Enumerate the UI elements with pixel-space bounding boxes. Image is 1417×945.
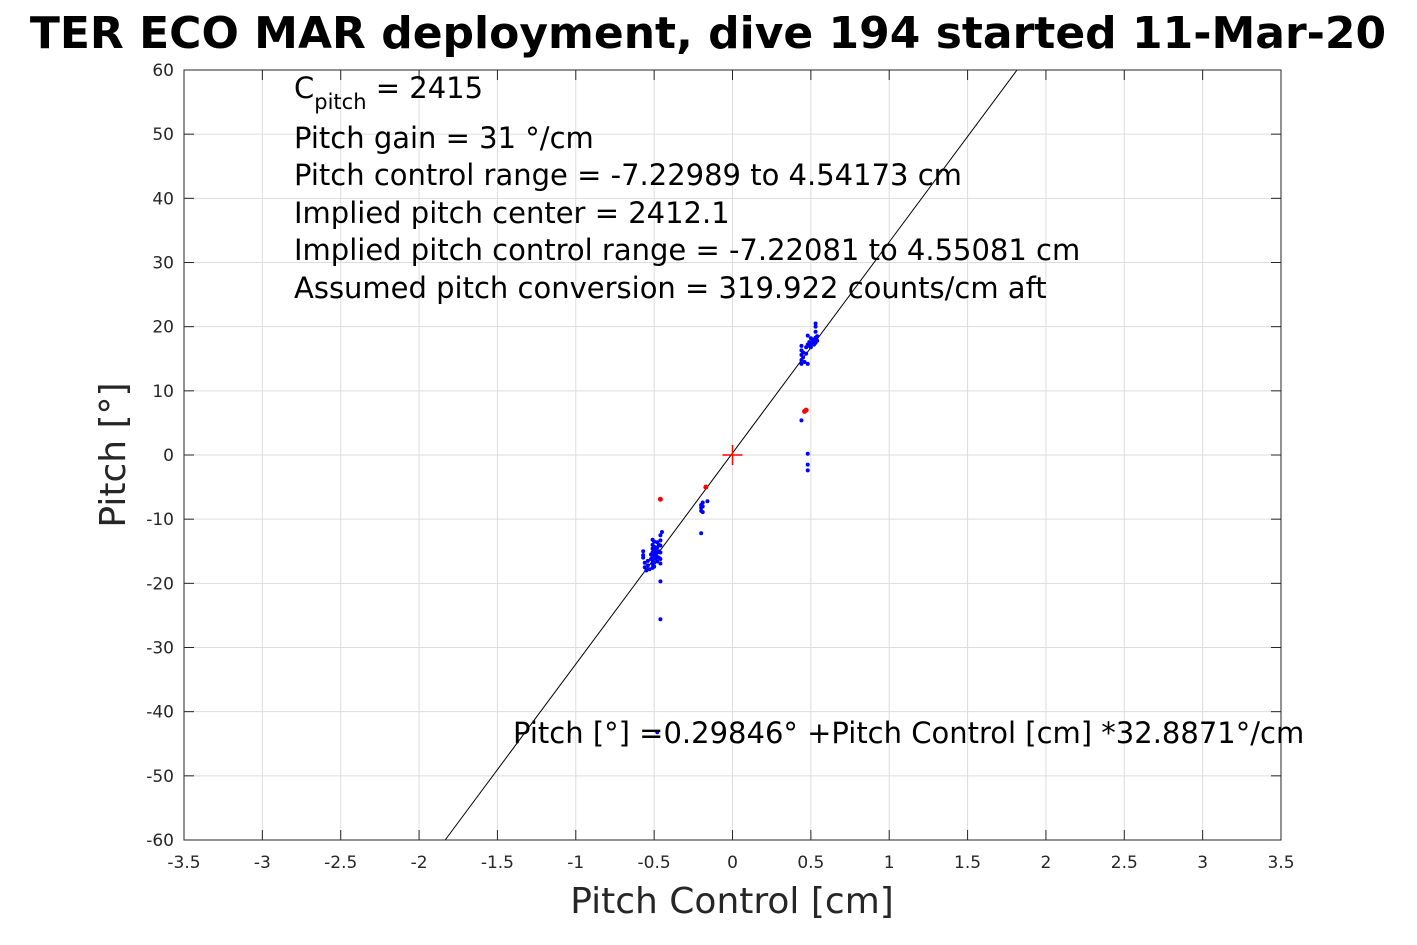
data-point (658, 556, 663, 561)
data-point (652, 560, 657, 565)
x-tick-label: 1.5 (954, 853, 981, 873)
data-point (705, 499, 710, 504)
highlight-point (703, 484, 709, 490)
center-marker-layer (722, 445, 743, 465)
highlight-point (803, 407, 809, 413)
x-tick-label: 2.5 (1111, 853, 1138, 873)
x-tick-label: 0.5 (797, 853, 824, 873)
y-tick-label: 20 (152, 318, 174, 338)
data-point (805, 451, 810, 456)
y-tick-label: -10 (146, 510, 174, 530)
implied-center-annotation: Implied pitch center = 2412.1 (294, 196, 730, 230)
control-range-annotation: Pitch control range = -7.22989 to 4.5417… (294, 158, 962, 192)
cpitch-subscript: pitch (314, 90, 366, 114)
data-point (658, 579, 663, 584)
y-tick-label: -50 (146, 767, 174, 787)
data-point (805, 361, 810, 366)
data-point (652, 544, 657, 549)
y-axis-label: Pitch [°] (93, 382, 134, 527)
x-tick-label: 2 (1041, 853, 1052, 873)
x-tick-label: 3 (1197, 853, 1208, 873)
implied-range-annotation: Implied pitch control range = -7.22081 t… (294, 233, 1080, 267)
x-tick-label: -2.5 (324, 853, 357, 873)
y-tick-label: -20 (146, 574, 174, 594)
data-point (659, 530, 664, 534)
y-tick-label: 0 (163, 446, 174, 466)
data-point (801, 355, 806, 360)
x-axis-label: Pitch Control [cm] (570, 881, 894, 922)
data-point (642, 560, 647, 565)
data-point (799, 418, 804, 423)
data-point (815, 338, 820, 343)
y-tick-label: 30 (152, 254, 174, 274)
x-tick-label: -1 (567, 853, 584, 873)
data-point (658, 533, 663, 538)
x-tick-label: 0 (727, 853, 738, 873)
x-tick-label: -3.5 (167, 853, 200, 873)
data-point (808, 345, 813, 350)
data-point (652, 539, 657, 544)
highlight-point (657, 496, 663, 502)
data-point (652, 564, 657, 569)
y-tick-label: 60 (152, 61, 174, 81)
data-point (804, 351, 809, 356)
x-tick-label: -3 (254, 853, 271, 873)
x-tick-label: 3.5 (1267, 853, 1294, 873)
data-point (658, 617, 663, 622)
axis-ticks (183, 69, 1282, 841)
data-point (641, 549, 646, 554)
data-point (813, 329, 818, 334)
tick-labels: -3.5 -3 -2.5 -2 -1.5 -1 -0.5 0 0.5 1 1.5 2 2.5 3 3.5 -6… (146, 61, 1294, 873)
data-point (700, 504, 705, 509)
data-point (799, 361, 804, 366)
data-point (802, 359, 807, 364)
data-point (645, 558, 650, 563)
data-point (805, 462, 810, 467)
x-tick-label: -1.5 (481, 853, 514, 873)
chart-title: TER ECO MAR deployment, dive 194 started… (30, 8, 1386, 59)
pitch-gain-annotation: Pitch gain = 31 °/cm (294, 121, 594, 155)
y-tick-label: 40 (152, 189, 174, 209)
cpitch-base: C (294, 71, 314, 105)
data-point (658, 561, 663, 566)
y-tick-label: -60 (146, 831, 174, 851)
data-point (801, 350, 806, 355)
x-tick-label: -2 (411, 853, 428, 873)
cpitch-annotation: Cpitch = 2415 (294, 71, 483, 114)
data-point (655, 730, 660, 735)
data-point (647, 567, 652, 572)
data-point (642, 565, 647, 570)
data-point (700, 500, 705, 505)
data-point (658, 543, 663, 548)
x-tick-label: -0.5 (638, 853, 671, 873)
data-point (700, 510, 705, 515)
y-tick-label: 10 (152, 382, 174, 402)
cpitch-value: = 2415 (367, 71, 484, 105)
y-tick-label: 50 (152, 125, 174, 145)
data-point (805, 468, 810, 473)
data-point (641, 555, 646, 560)
data-point (699, 531, 704, 536)
y-tick-label: -30 (146, 639, 174, 659)
data-points (641, 321, 820, 735)
x-tick-label: 1 (884, 853, 895, 873)
data-point (815, 334, 820, 339)
conversion-annotation: Assumed pitch conversion = 319.922 count… (294, 271, 1047, 305)
y-tick-label: -40 (146, 703, 174, 723)
data-point (658, 538, 663, 543)
fit-equation-annotation: Pitch [°] =0.29846° +Pitch Control [cm] … (513, 716, 1304, 750)
data-point (805, 333, 810, 338)
data-point (644, 568, 649, 573)
data-point (655, 559, 660, 564)
data-point (813, 321, 818, 326)
data-point (645, 563, 650, 568)
data-point (799, 343, 804, 348)
data-point (813, 324, 818, 329)
data-point (658, 550, 663, 555)
